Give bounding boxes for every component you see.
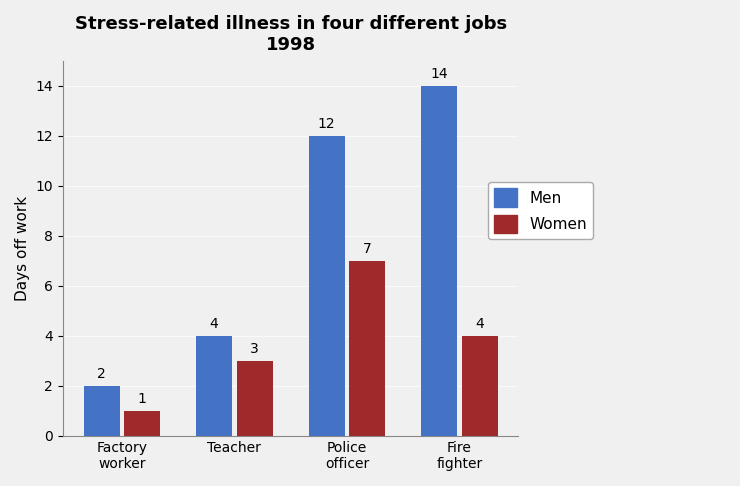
Text: 12: 12	[318, 117, 335, 131]
Text: 4: 4	[475, 317, 484, 331]
Bar	[309, 136, 345, 436]
FancyBboxPatch shape	[60, 436, 488, 442]
Bar	[124, 411, 160, 436]
Y-axis label: Days off work: Days off work	[15, 196, 30, 301]
Text: 14: 14	[431, 67, 448, 81]
Bar	[237, 361, 272, 436]
Bar	[196, 336, 232, 436]
Title: Stress-related illness in four different jobs
1998: Stress-related illness in four different…	[75, 15, 507, 54]
Text: 2: 2	[97, 367, 106, 381]
Text: 4: 4	[209, 317, 218, 331]
Bar	[421, 86, 457, 436]
Text: 7: 7	[363, 242, 371, 256]
Bar	[349, 261, 386, 436]
Text: 1: 1	[138, 392, 147, 406]
Bar	[462, 336, 498, 436]
Legend: Men, Women: Men, Women	[488, 182, 593, 240]
Text: 3: 3	[250, 342, 259, 356]
Bar	[84, 386, 120, 436]
